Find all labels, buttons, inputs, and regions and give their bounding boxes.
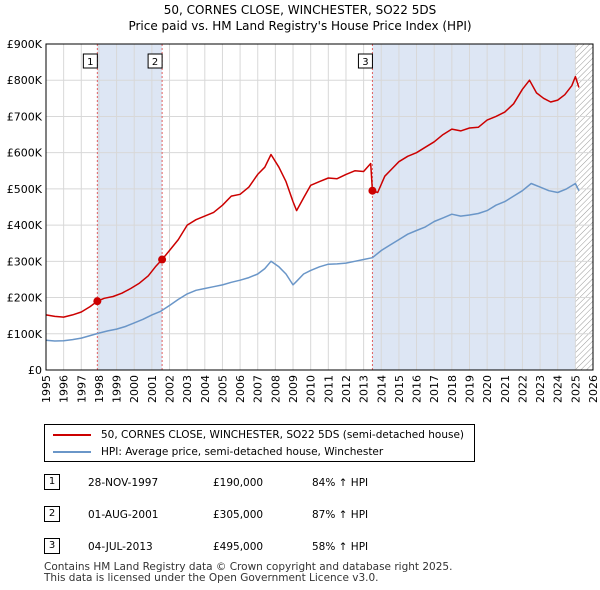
property-price-line — [45, 75, 580, 318]
x-tick-label: 2006 — [234, 375, 247, 403]
x-tick-label: 2001 — [146, 375, 159, 403]
legend-label-hpi: HPI: Average price, semi-detached house,… — [101, 446, 384, 458]
x-tick-label: 2005 — [216, 375, 229, 403]
transaction-date: 01-AUG-2001 — [88, 509, 159, 521]
x-tick-label: 2008 — [269, 375, 282, 403]
x-tick-label: 2018 — [446, 375, 459, 403]
price-chart: 1 2 3 £0 £100K £200K £300K £400K £500K £600K £700K… — [7, 38, 600, 403]
x-tick-label: 2017 — [428, 375, 441, 403]
x-tick-label: 1997 — [75, 375, 88, 403]
transaction-price: £305,000 — [213, 509, 264, 521]
x-tick-label: 2023 — [534, 375, 547, 403]
transaction-hpi-change: 58% ↑ HPI — [312, 541, 369, 553]
x-tick-label: 2003 — [181, 375, 194, 403]
transaction-label-box — [147, 53, 163, 69]
x-tick-label: 2019 — [463, 375, 476, 403]
y-tick-label: £500K — [7, 183, 43, 196]
y-tick-label: £900K — [7, 38, 43, 51]
x-tick-label: 2013 — [358, 375, 371, 403]
x-tick-label: 2015 — [393, 375, 406, 403]
transaction-price: £495,000 — [213, 541, 264, 553]
x-tick-label: 2016 — [411, 375, 424, 403]
shaded-period — [97, 44, 163, 370]
x-tick-label: 2002 — [164, 375, 177, 403]
plot-frame — [45, 43, 594, 371]
y-tick-label: £0 — [28, 364, 42, 377]
transaction-label-number: 1 — [87, 57, 93, 68]
x-tick-label: 2014 — [375, 375, 388, 403]
y-tick-label: £300K — [7, 255, 43, 268]
x-tick-label: 1996 — [58, 375, 71, 403]
y-tick-label: £400K — [7, 219, 43, 232]
x-tick-label: 2021 — [499, 375, 512, 403]
x-tick-label: 2000 — [128, 375, 141, 403]
x-tick-label: 2020 — [481, 375, 494, 403]
transaction-label-number: 3 — [362, 57, 368, 68]
x-tick-label: 2012 — [340, 375, 353, 403]
hpi-line — [45, 182, 580, 342]
transaction-point — [158, 255, 167, 264]
x-tick-label: 2022 — [516, 375, 529, 403]
transaction-label-box — [82, 53, 98, 69]
y-tick-label: £600K — [7, 147, 43, 160]
chart-title: 50, CORNES CLOSE, WINCHESTER, SO22 5DS — [163, 3, 437, 17]
chart-subtitle: Price paid vs. HM Land Registry's House … — [128, 19, 472, 33]
transaction-hpi-change: 84% ↑ HPI — [312, 477, 369, 489]
transaction-row: 2 01-AUG-2001 £305,000 87% ↑ HPI — [0, 506, 600, 524]
y-tick-label: £700K — [7, 110, 43, 123]
transaction-row: 3 04-JUL-2013 £495,000 58% ↑ HPI — [0, 538, 600, 556]
x-tick-label: 2011 — [322, 375, 335, 403]
legend-swatch-hpi — [53, 451, 91, 453]
transaction-date: 04-JUL-2013 — [88, 541, 153, 553]
legend-swatch-property — [53, 434, 91, 436]
x-tick-label: 2024 — [552, 375, 565, 403]
y-tick-label: £800K — [7, 74, 43, 87]
forecast-hatch — [575, 44, 593, 370]
x-tick-label: 1995 — [40, 375, 53, 403]
legend-label-property: 50, CORNES CLOSE, WINCHESTER, SO22 5DS (… — [101, 429, 465, 441]
transaction-row: 1 28-NOV-1997 £190,000 84% ↑ HPI — [0, 474, 600, 492]
transaction-point — [368, 186, 377, 195]
x-tick-label: 1999 — [111, 375, 124, 403]
y-tick-label: £200K — [7, 292, 43, 305]
transaction-point — [93, 297, 102, 306]
x-tick-label: 2009 — [287, 375, 300, 403]
transaction-label-box — [357, 53, 373, 69]
x-tick-label: 2007 — [252, 375, 265, 403]
transaction-date: 28-NOV-1997 — [88, 477, 159, 489]
transaction-number-badge: 1 — [44, 474, 60, 490]
x-tick-label: 2026 — [587, 375, 600, 403]
transaction-hpi-change: 87% ↑ HPI — [312, 509, 369, 521]
footer-attribution: Contains HM Land Registry data © Crown c… — [44, 562, 452, 584]
x-tick-label: 2025 — [569, 375, 582, 403]
y-tick-label: £100K — [7, 328, 43, 341]
transaction-price: £190,000 — [213, 477, 264, 489]
x-tick-label: 1998 — [93, 375, 106, 403]
transaction-number-badge: 3 — [44, 538, 60, 554]
x-tick-label: 2010 — [305, 375, 318, 403]
x-tick-label: 2004 — [199, 375, 212, 403]
shaded-period — [372, 44, 576, 370]
footer-copyright: Contains HM Land Registry data © Crown c… — [44, 561, 453, 573]
chart-legend: 50, CORNES CLOSE, WINCHESTER, SO22 5DS (… — [44, 424, 475, 462]
transaction-number-badge: 2 — [44, 506, 60, 522]
footer-licence: This data is licensed under the Open Gov… — [44, 572, 379, 584]
transaction-label-number: 2 — [152, 57, 158, 68]
